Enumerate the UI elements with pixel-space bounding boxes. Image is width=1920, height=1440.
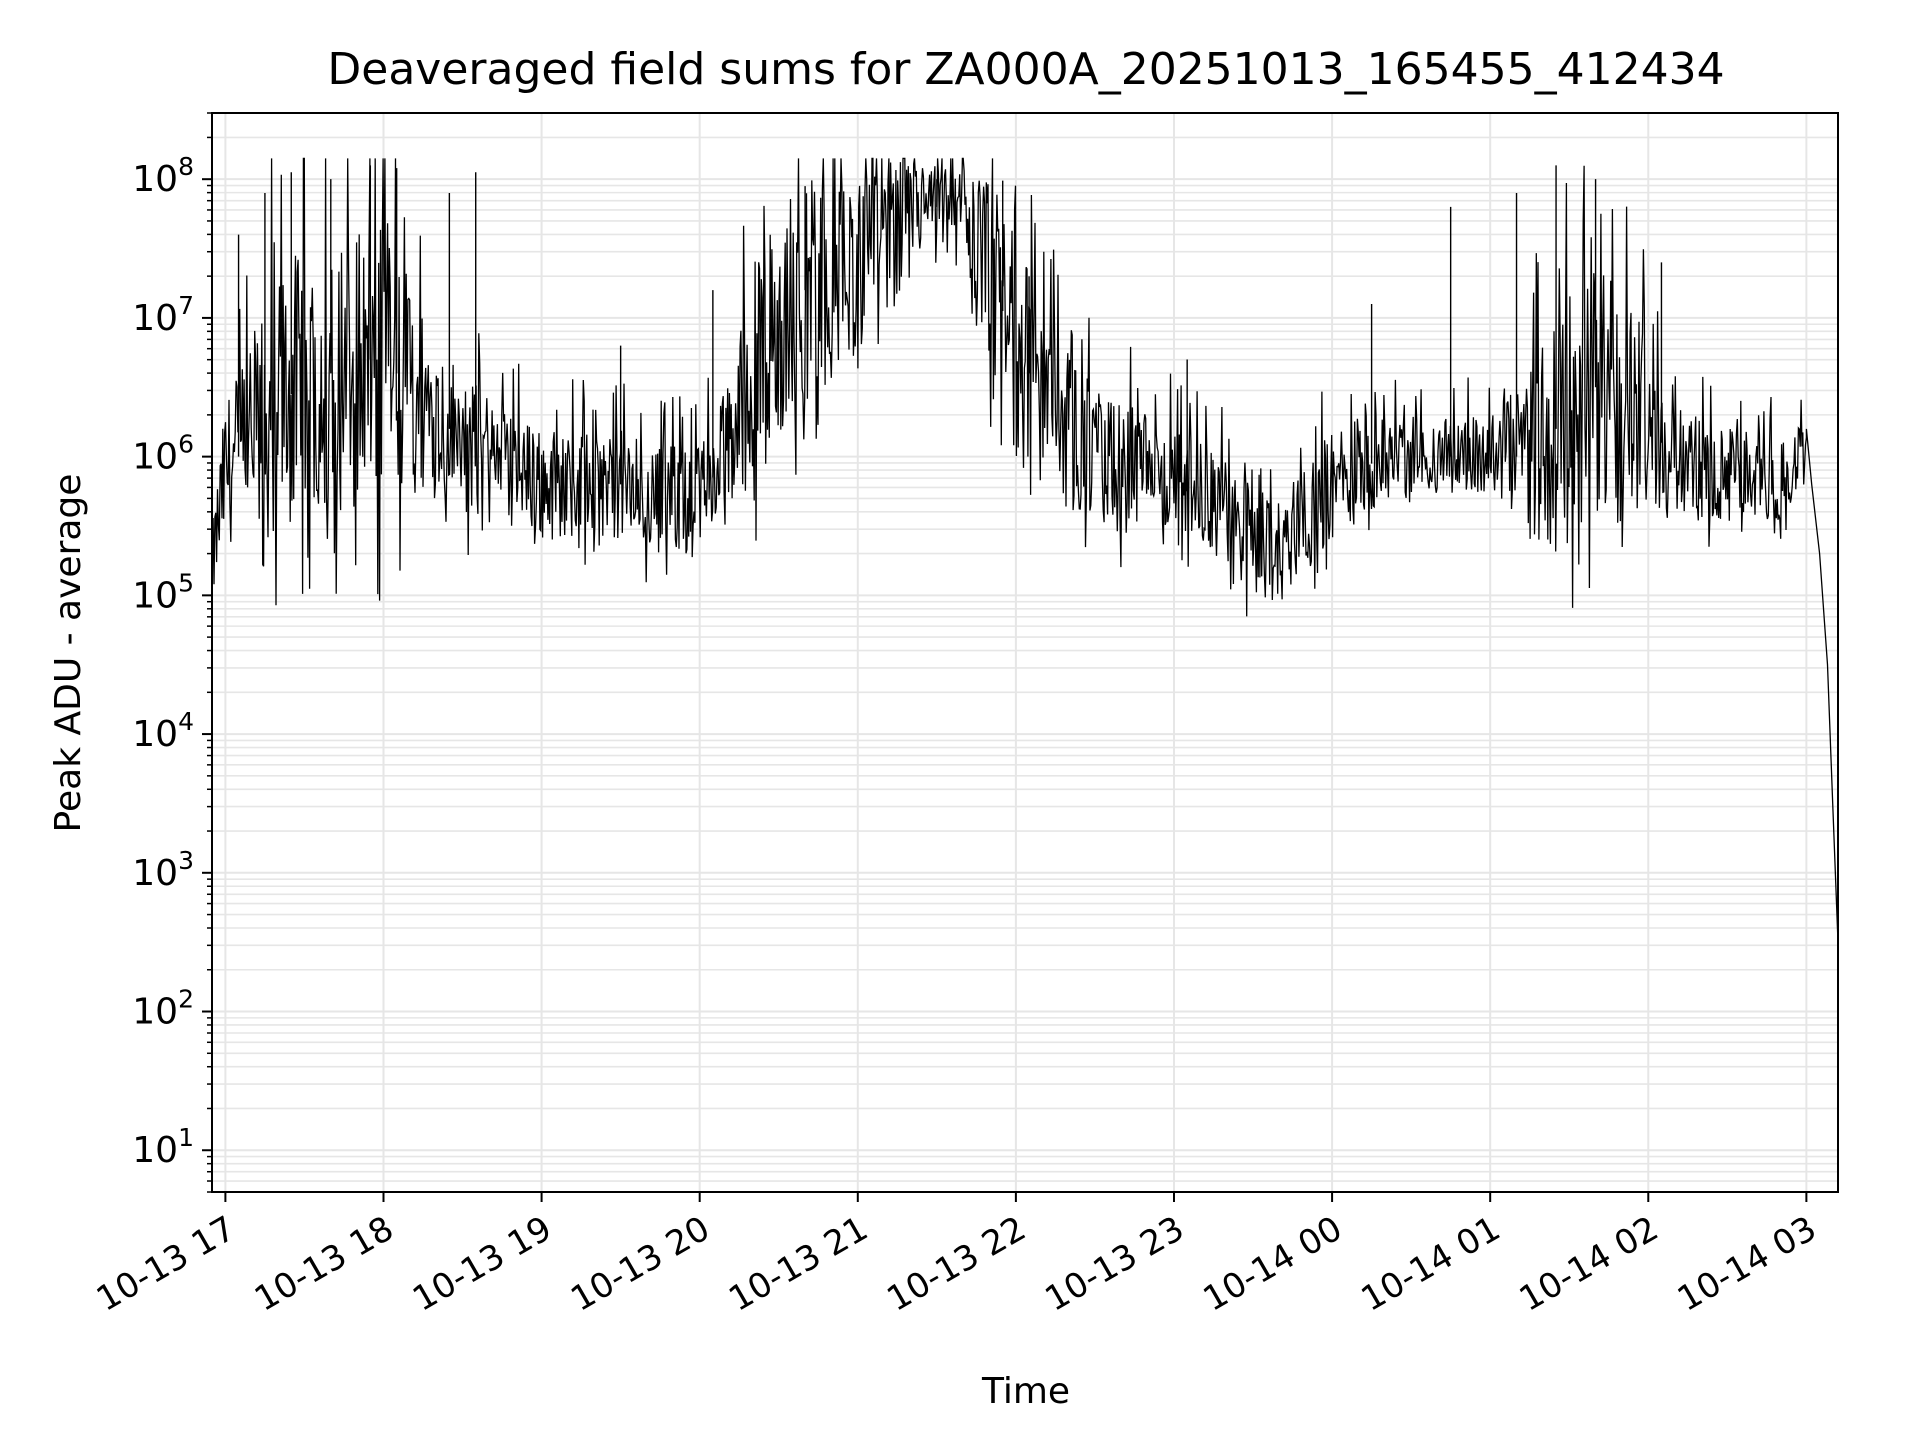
y-tick-label: 104 — [132, 707, 194, 755]
axes-frame — [211, 112, 1839, 1193]
y-tick-label: 105 — [132, 568, 194, 616]
y-tick-label: 108 — [132, 152, 194, 200]
y-axis-label: Peak ADU - average — [48, 474, 89, 833]
y-tick-label: 103 — [132, 846, 194, 894]
x-axis-label: Time — [981, 1371, 1070, 1412]
y-tick-label: 101 — [132, 1123, 194, 1171]
chart-title: Deaveraged field sums for ZA000A_2025101… — [327, 44, 1724, 95]
y-axis: 101 102 103 104 105 106 107 108 — [132, 112, 212, 1193]
y-tick-label: 107 — [132, 291, 194, 339]
plot-area — [211, 157, 1839, 943]
y-tick-label: 102 — [132, 985, 194, 1033]
series-line — [211, 157, 1839, 943]
y-tick-label: 106 — [132, 430, 194, 478]
